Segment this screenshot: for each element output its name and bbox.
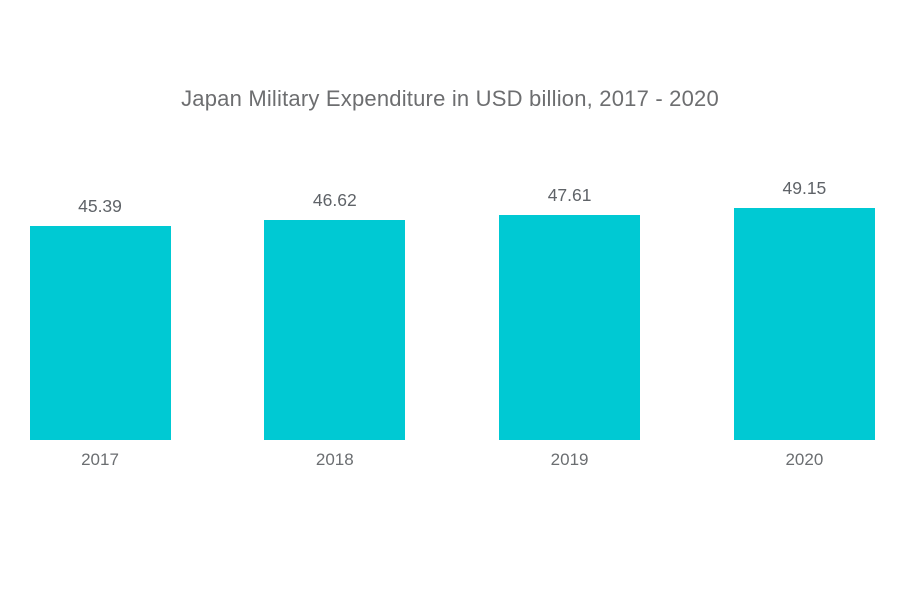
chart-title: Japan Military Expenditure in USD billio…: [181, 86, 719, 111]
bar-2020: [733, 208, 875, 440]
bar-value-label-2020: 49.15: [782, 178, 827, 198]
category-label-2019: 2019: [550, 450, 589, 469]
bar-plot-area: 45.39 2017 46.62 2018 47.61 2019 49.15 2020: [0, 178, 900, 469]
category-label-2020: 2020: [785, 450, 824, 469]
category-label-2018: 2018: [315, 450, 354, 469]
bar-value-label-2017: 45.39: [78, 195, 122, 216]
bar-2018: [264, 220, 406, 440]
category-label-2017: 2017: [81, 450, 119, 469]
bar-2017: [29, 225, 171, 440]
bar-value-label-2018: 46.62: [312, 190, 357, 210]
bar-value-label-2019: 47.61: [547, 185, 592, 206]
bar-2019: [499, 215, 641, 440]
